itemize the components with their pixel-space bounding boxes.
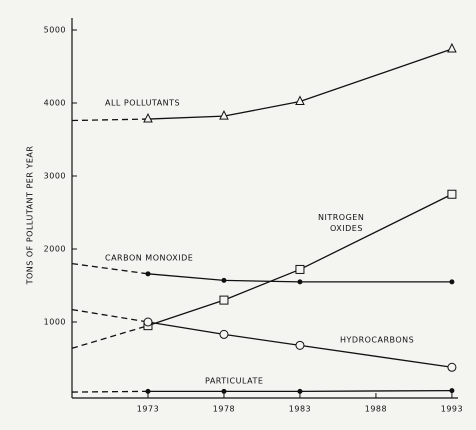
series-line xyxy=(147,321,453,368)
series-label: HYDROCARBONS xyxy=(340,336,414,345)
x-tick-label: 1988 xyxy=(365,405,387,414)
y-tick-label: 5000 xyxy=(44,26,66,35)
marker xyxy=(143,317,153,327)
series-line xyxy=(147,48,453,120)
x-tick-label: 1993 xyxy=(441,405,463,414)
series-line xyxy=(147,193,453,327)
y-axis-label: TONS OF POLLUTANT PER YEAR xyxy=(26,146,35,286)
marker xyxy=(297,279,303,285)
x-tick-label: 1983 xyxy=(289,405,311,414)
series-line xyxy=(71,262,149,275)
x-tick-label: 1973 xyxy=(137,405,159,414)
series-line xyxy=(71,308,149,323)
y-tick-label: 2000 xyxy=(44,245,66,254)
marker xyxy=(297,388,303,394)
x-tick-label: 1978 xyxy=(213,405,235,414)
y-tick-label: 1000 xyxy=(44,318,66,327)
marker xyxy=(295,95,305,106)
marker xyxy=(447,42,457,53)
marker xyxy=(145,271,151,277)
y-tick-label: 3000 xyxy=(44,172,66,181)
y-tick-label: 4000 xyxy=(44,99,66,108)
marker xyxy=(447,362,457,372)
marker xyxy=(295,264,305,274)
series-line xyxy=(71,390,148,393)
marker xyxy=(221,277,227,283)
marker xyxy=(447,189,457,199)
marker xyxy=(219,295,229,305)
marker xyxy=(295,340,305,350)
marker xyxy=(145,388,151,394)
series-line xyxy=(147,273,452,283)
marker xyxy=(219,329,229,339)
marker xyxy=(449,279,455,285)
series-line xyxy=(71,325,149,349)
series-label: PARTICULATE xyxy=(205,377,263,386)
marker xyxy=(143,112,153,123)
marker xyxy=(449,388,455,394)
series-line xyxy=(71,118,148,122)
series-label: ALL POLLUTANTS xyxy=(105,99,180,108)
series-label: NITROGEN OXIDES xyxy=(318,213,364,233)
series-line xyxy=(147,389,452,393)
series-label: CARBON MONOXIDE xyxy=(105,254,193,263)
marker xyxy=(221,388,227,394)
marker xyxy=(219,110,229,120)
